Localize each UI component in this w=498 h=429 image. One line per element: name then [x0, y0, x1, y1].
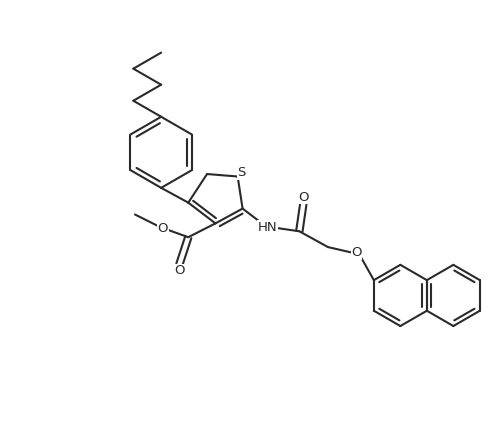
Text: O: O	[351, 247, 362, 260]
Text: O: O	[174, 264, 185, 277]
Text: S: S	[238, 166, 246, 179]
Text: O: O	[298, 191, 309, 204]
Text: HN: HN	[257, 221, 277, 234]
Text: O: O	[157, 222, 168, 235]
